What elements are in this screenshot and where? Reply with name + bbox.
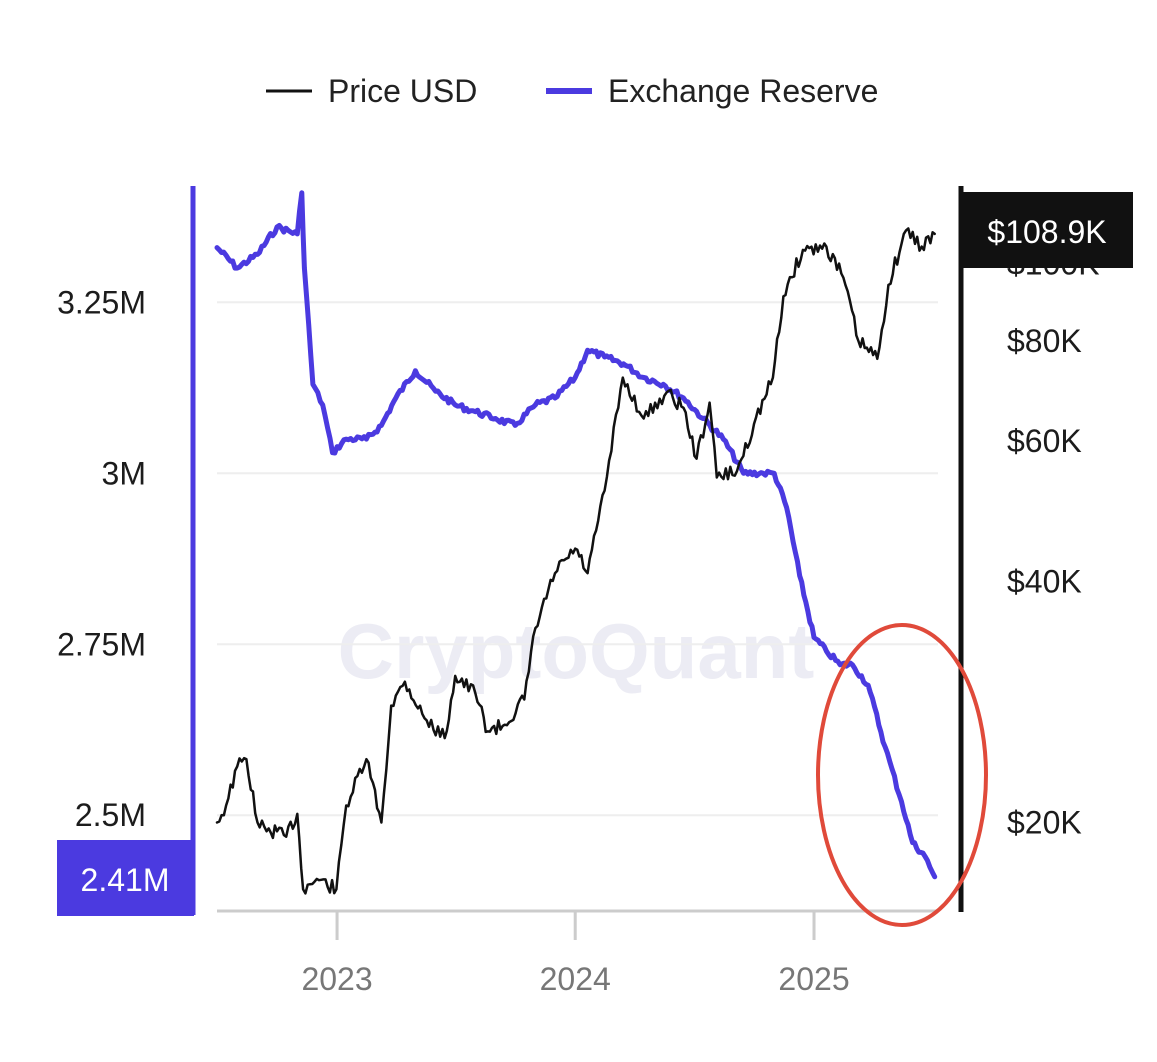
gridlines <box>217 301 938 817</box>
right-tick-label: $80K <box>1007 323 1082 359</box>
x-tick-label: 2025 <box>778 961 849 997</box>
x-tick-label: 2024 <box>540 961 611 997</box>
left-tick-label: 3M <box>102 455 146 491</box>
x-axis-ticks: 2023 2024 2025 <box>301 911 850 997</box>
legend-label-reserve: Exchange Reserve <box>608 73 878 109</box>
current-price-badge <box>961 192 1133 268</box>
watermark: CryptoQuant <box>338 607 815 695</box>
left-tick-label: 2.5M <box>75 797 146 833</box>
series-line-exchange-reserve <box>214 190 938 880</box>
right-tick-label: $60K <box>1007 423 1082 459</box>
highlight-circle <box>816 623 988 927</box>
left-axis-ticks: 2.5M 2.75M 3M 3.25M <box>57 284 146 833</box>
current-reserve-label: 2.41M <box>81 862 170 898</box>
right-axis-ticks: $20K$40K$60K$80K$100K <box>1007 245 1100 840</box>
legend: Price USD Exchange Reserve <box>266 73 878 109</box>
legend-label-price: Price USD <box>328 73 477 109</box>
left-tick-label: 3.25M <box>57 284 146 320</box>
current-reserve-badge <box>57 840 194 916</box>
right-tick-label: $20K <box>1007 804 1082 840</box>
left-tick-label: 2.75M <box>57 626 146 662</box>
right-tick-label: $40K <box>1007 564 1082 600</box>
current-price-label: $108.9K <box>987 214 1106 250</box>
series-line-price-usd <box>215 227 936 895</box>
x-tick-label: 2023 <box>301 961 372 997</box>
